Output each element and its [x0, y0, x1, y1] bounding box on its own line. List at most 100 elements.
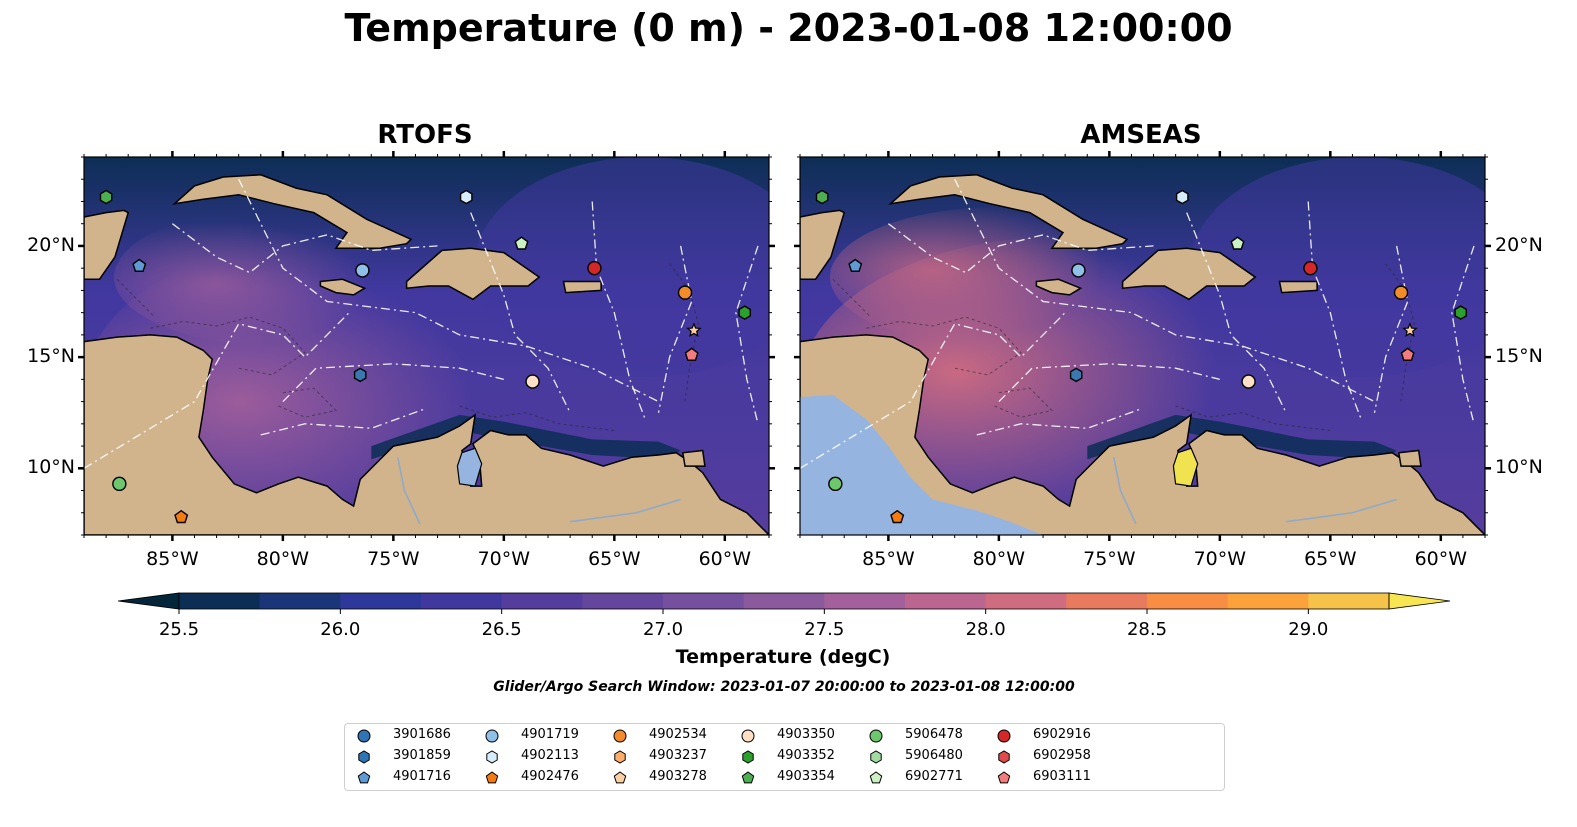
land-yucatan [800, 209, 846, 281]
lon-tick-label: 70°W [1193, 548, 1247, 570]
land-yucatan [84, 209, 130, 281]
eez-boundary-line [591, 201, 646, 420]
eez-boundary-line [1451, 245, 1475, 424]
land-cuba [172, 174, 413, 249]
colorbar-segment [340, 593, 422, 609]
lon-tick-label: 60°W [1414, 548, 1468, 570]
float-marker-4903352 [738, 305, 751, 320]
float-marker-6902771 [1230, 236, 1245, 250]
warm-water-region [830, 207, 1170, 347]
lon-tick-label: 75°W [367, 548, 420, 570]
colorbar-segment [743, 593, 825, 609]
isobath-line [116, 278, 156, 318]
legend-label: 6902958 [1033, 748, 1091, 763]
river [1286, 498, 1397, 523]
colorbar-tick-label: 29.0 [1288, 619, 1329, 640]
isobath-line [459, 405, 615, 431]
hexagon-marker-icon [614, 750, 626, 764]
float-marker-5906478 [112, 476, 127, 492]
isobath-line [1385, 263, 1415, 402]
colorbar-tick-label: 28.5 [1126, 619, 1168, 640]
legend-label: 4902534 [649, 727, 707, 742]
float-marker-4902534 [677, 285, 693, 300]
colorbar-tick-label: 26.5 [481, 619, 522, 640]
lat-tick-label: 10°N [1495, 456, 1543, 479]
float-marker-4902476 [174, 509, 189, 524]
legend-label: 5906478 [905, 727, 963, 742]
hexagon-marker-icon [486, 750, 498, 764]
float-marker-3901686 [132, 258, 147, 272]
float-marker-4903352 [1454, 305, 1468, 320]
legend-label: 3901686 [393, 727, 451, 742]
lat-tick-label: 15°N [1495, 345, 1543, 368]
lon-tick-label: 75°W [1083, 548, 1136, 570]
colorbar-segment [1066, 593, 1148, 609]
lake-maracaibo [456, 447, 483, 487]
circle-marker-icon [485, 729, 499, 743]
eez-boundary-line [84, 312, 350, 469]
map-frame [83, 156, 770, 536]
river [570, 498, 681, 523]
float-marker-4902113 [459, 189, 473, 205]
isobath-line [1175, 405, 1331, 431]
legend-label: 4901716 [393, 769, 451, 784]
panel-title-amseas: AMSEAS [1080, 120, 1202, 150]
legend-label: 6902771 [905, 769, 963, 784]
pentagon-marker-icon [869, 771, 883, 784]
colorbar-segment [905, 593, 987, 609]
lon-tick-label: 85°W [862, 548, 915, 570]
eez-boundary-line [172, 223, 438, 274]
legend-label: 6902916 [1033, 727, 1091, 742]
land-puertorico [562, 280, 602, 294]
lat-tick-label: 20°N [27, 233, 75, 256]
legend-label: 4903237 [649, 748, 707, 763]
lat-tick-label: 10°N [27, 456, 75, 479]
colorbar-frame [178, 592, 1390, 610]
map-panel-amseas [794, 151, 1491, 541]
land-central [84, 334, 769, 535]
legend-label: 4903352 [777, 748, 835, 763]
circle-marker-icon [613, 729, 627, 743]
colorbar-tick-label: 27.0 [642, 619, 684, 640]
land-puertorico [1278, 280, 1318, 294]
isobath-line [994, 387, 1053, 418]
colorbar-segment [824, 593, 906, 609]
eez-boundary-line [976, 407, 1143, 436]
float-marker-6902916 [1303, 260, 1318, 276]
eez-boundary-line [260, 407, 427, 436]
pentagon-marker-icon [357, 771, 371, 784]
float-marker-6903111 [1400, 347, 1415, 361]
colorbar-segment [1227, 593, 1309, 609]
land-hispaniola [1121, 247, 1257, 301]
legend-label: 4903278 [649, 769, 707, 784]
pentagon-marker-icon [741, 771, 755, 784]
float-marker-5906478 [828, 476, 843, 492]
lon-tick-label: 65°W [588, 548, 641, 570]
colorbar-label: Temperature (degC) [675, 646, 891, 668]
legend: 3901686 3901859 4901716 4901719 4902113 49024… [344, 723, 1225, 791]
colorbar-segment [179, 593, 261, 609]
float-marker-4902534 [1393, 285, 1409, 300]
colorbar-extend-low [117, 592, 180, 610]
float-marker-4901719 [1071, 263, 1086, 278]
colorbar-extend-high [1388, 592, 1451, 610]
eez-boundary-line [888, 223, 1154, 274]
pentagon-marker-icon [485, 771, 499, 784]
float-marker-3901686 [848, 258, 863, 272]
eez-boundary-line [238, 178, 659, 403]
cool-water-region [474, 157, 769, 377]
figure-title: Temperature (0 m) - 2023-01-08 12:00:00 [344, 6, 1233, 50]
isobath-line [278, 387, 337, 418]
float-marker-6903111 [684, 347, 699, 361]
land-jamaica [319, 278, 367, 296]
panel-title-rtofs: RTOFS [377, 120, 473, 150]
eez-boundary-line [954, 178, 1375, 403]
float-marker-4903278 [1402, 322, 1418, 337]
land-central [800, 334, 1485, 535]
float-marker-3901859 [353, 367, 367, 383]
legend-label: 4902476 [521, 769, 579, 784]
colorbar-segment [985, 593, 1067, 609]
colorbar-segment [582, 593, 664, 609]
river [396, 457, 421, 525]
map-frame [799, 156, 1486, 536]
